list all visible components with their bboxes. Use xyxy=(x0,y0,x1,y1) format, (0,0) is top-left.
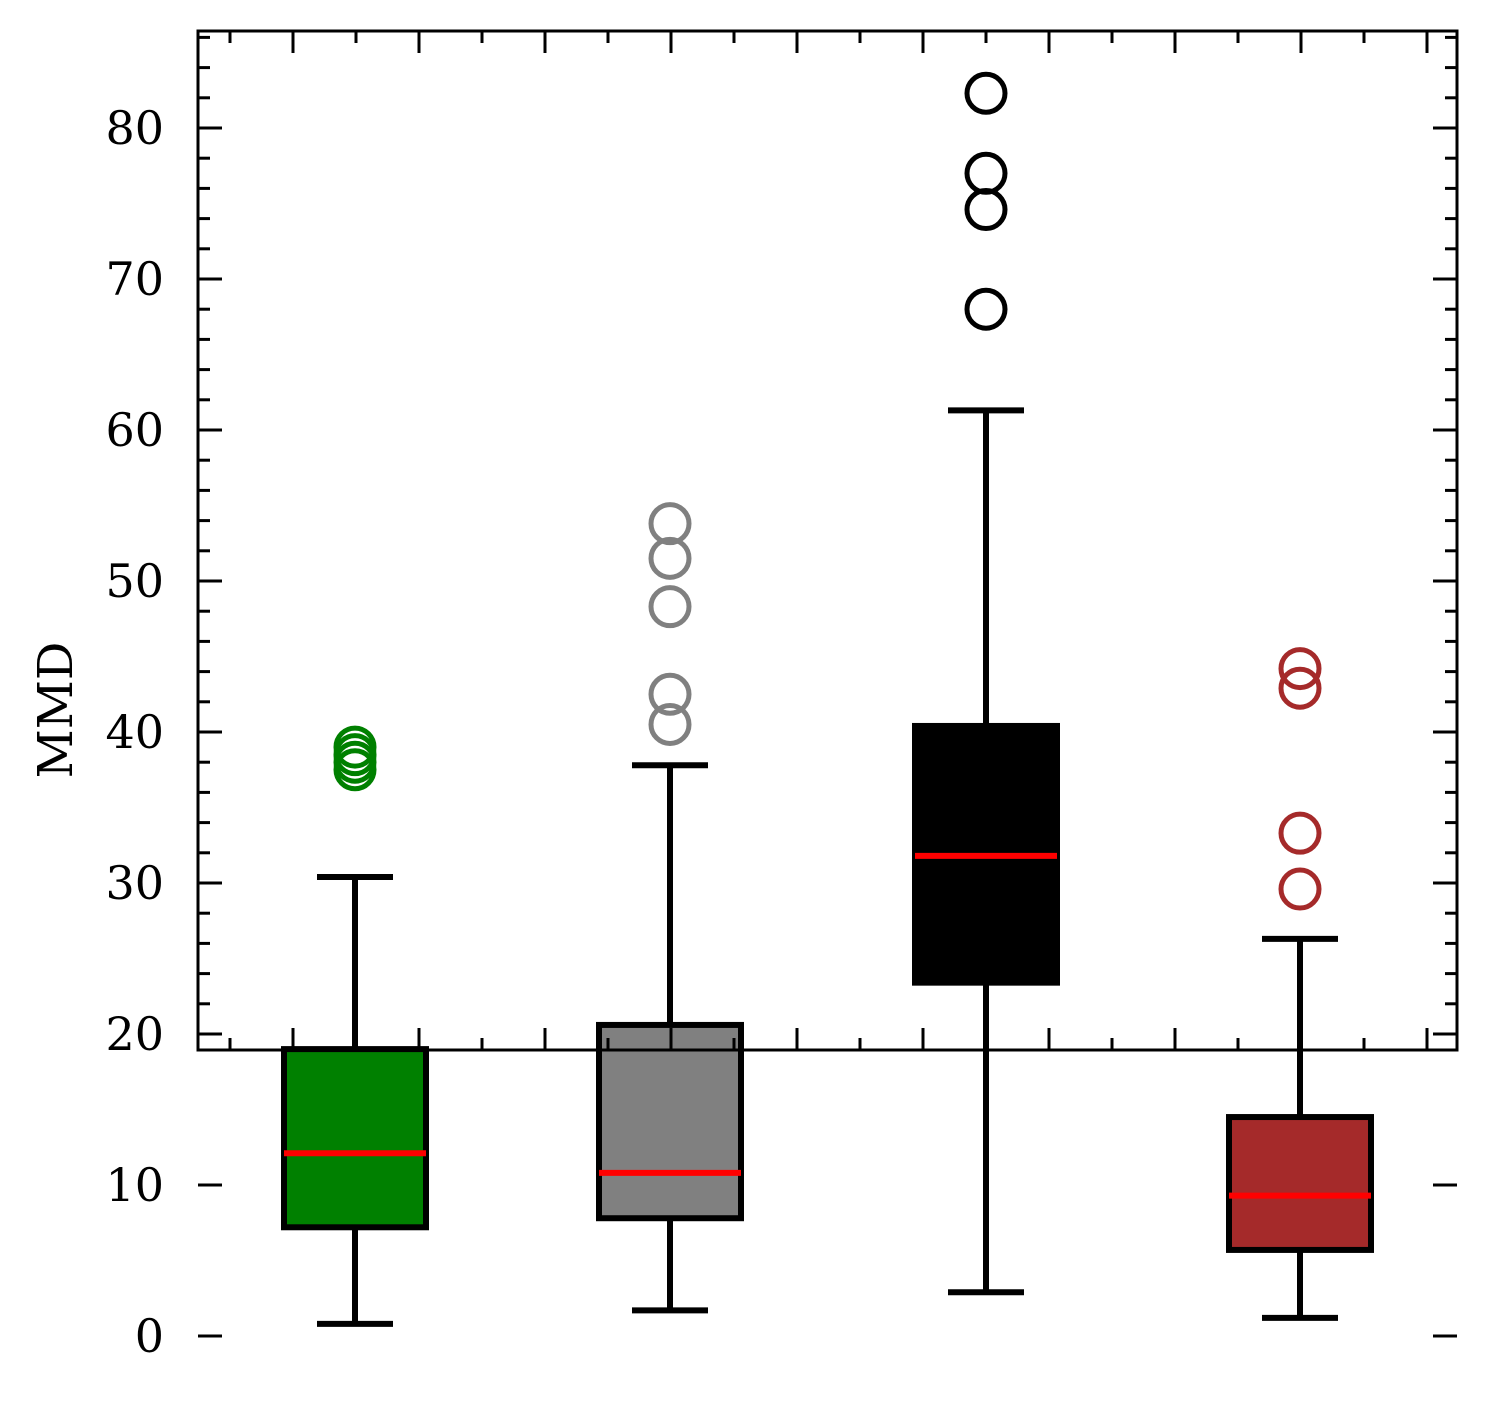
y-tick-label: 0 xyxy=(135,1309,164,1363)
y-tick-label: 50 xyxy=(105,554,164,608)
iqr-box xyxy=(281,1046,429,1231)
box-1 xyxy=(281,725,429,1327)
outlier-point xyxy=(648,502,692,546)
y-tick-label: 70 xyxy=(105,252,164,306)
outlier-point xyxy=(964,151,1008,195)
outlier-point xyxy=(1278,811,1322,855)
outlier-point xyxy=(1278,647,1322,691)
y-tick-label: 80 xyxy=(105,101,164,155)
outlier-point xyxy=(1278,666,1322,710)
outlier-point xyxy=(964,71,1008,115)
box-4 xyxy=(1226,647,1374,1321)
y-tick-label: 10 xyxy=(105,1158,164,1212)
outlier-point xyxy=(648,702,692,746)
iqr-box xyxy=(1226,1114,1374,1253)
outlier-point xyxy=(1278,867,1322,911)
outlier-point xyxy=(333,725,377,769)
outlier-point xyxy=(964,188,1008,232)
y-tick-label: 60 xyxy=(105,403,164,457)
box-3 xyxy=(912,71,1060,1296)
plot-frame xyxy=(196,29,1459,1052)
outlier-point xyxy=(648,536,692,580)
y-axis-label: MMD xyxy=(28,642,84,779)
axis-ticks: 0 10 20 30 40 50 60 70 80 xyxy=(105,31,1457,1363)
outlier-point xyxy=(648,585,692,629)
y-tick-label: 40 xyxy=(105,705,164,759)
plot-area xyxy=(281,71,1374,1327)
outlier-point xyxy=(648,672,692,716)
iqr-box xyxy=(596,1021,744,1222)
y-tick-label: 30 xyxy=(105,856,164,910)
y-tick-label: 20 xyxy=(105,1007,164,1061)
outlier-point xyxy=(964,287,1008,331)
box-2 xyxy=(596,502,744,1314)
